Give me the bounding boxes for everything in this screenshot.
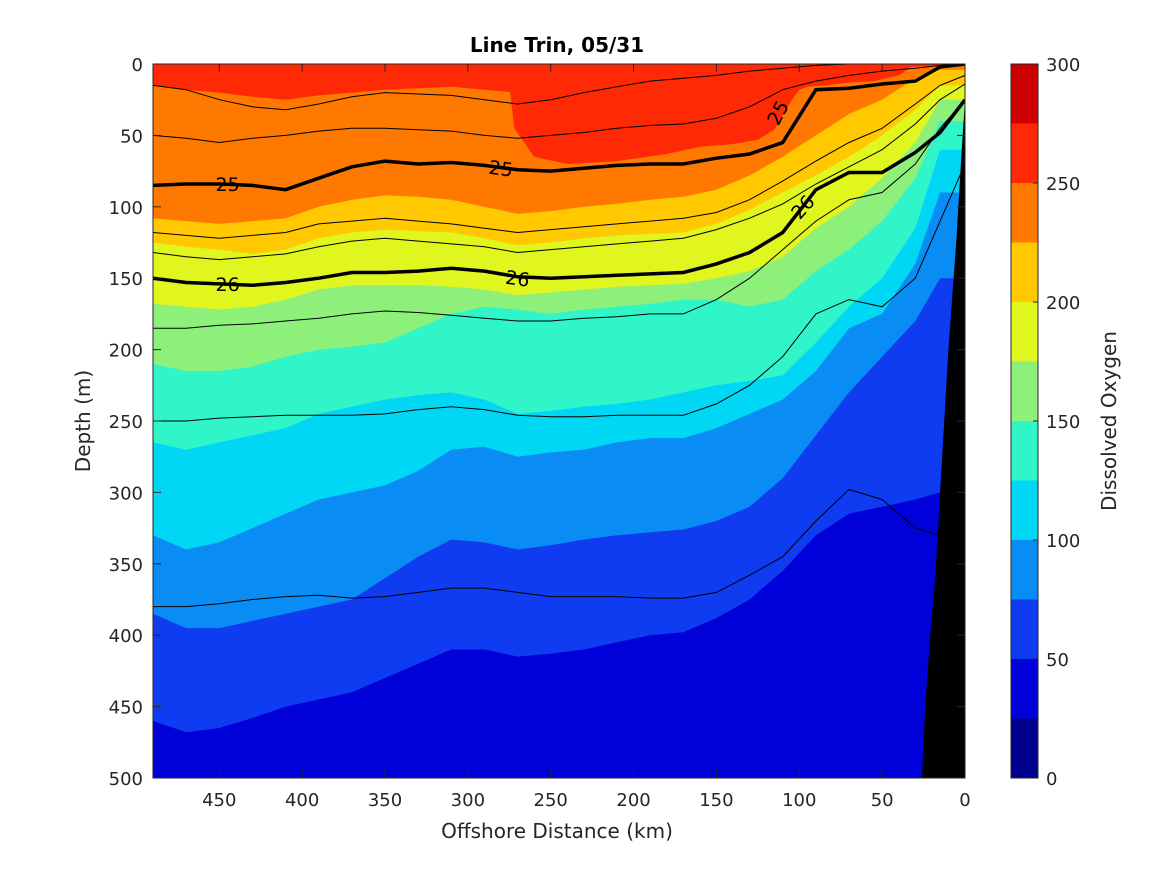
y-axis: 0 50 100 150 200 250 300 350 400 450 500 — [109, 55, 965, 790]
y-tick-label: 50 — [120, 126, 143, 147]
density-contour-thin-4 — [153, 99, 965, 329]
colorbar-tick-label: 250 — [1046, 174, 1080, 195]
colorbar-label: Dissolved Oxygen — [1097, 331, 1121, 511]
colorbar-segment-175 — [1011, 302, 1038, 362]
y-tick-label: 100 — [109, 198, 143, 219]
x-tick-label: 200 — [616, 790, 650, 811]
x-tick-label: 0 — [959, 790, 970, 811]
colorbar-segment-200 — [1011, 242, 1038, 302]
colorbar-tick-label: 200 — [1046, 293, 1080, 314]
contour-label-3: 26 — [216, 274, 240, 296]
contour-label-text: 26 — [504, 267, 531, 292]
x-tick-label: 450 — [202, 790, 236, 811]
density-contour-thin-2 — [153, 74, 965, 239]
x-tick-label: 250 — [534, 790, 568, 811]
y-tick-label: 150 — [109, 269, 143, 290]
y-tick-label: 450 — [109, 698, 143, 719]
x-tick-label: 100 — [782, 790, 816, 811]
y-tick-label: 300 — [109, 483, 143, 504]
density-contour-25 — [153, 64, 965, 192]
colorbar-segment-75 — [1011, 540, 1038, 600]
colorbar-segment-125 — [1011, 421, 1038, 481]
y-tick-label: 250 — [109, 412, 143, 433]
colorbar-segment-150 — [1011, 361, 1038, 421]
colorbar: 0 50 100 150 200 250 300 — [1010, 55, 1080, 790]
density-contour-thin-1 — [153, 64, 965, 144]
x-axis-title: Offshore Distance (km) — [441, 819, 673, 843]
seafloor — [921, 99, 965, 778]
colorbar-segment-0 — [1011, 718, 1038, 778]
density-contours — [153, 64, 965, 608]
colorbar-tick-label: 100 — [1046, 531, 1080, 552]
colorbar-tick-label: 300 — [1046, 55, 1080, 76]
bathymetry — [921, 99, 965, 778]
density-contour-26 — [153, 98, 965, 288]
colorbar-tick-label: 50 — [1046, 650, 1069, 671]
density-contour-thin-5 — [153, 163, 965, 422]
colorbar-tick-label: 0 — [1046, 769, 1057, 790]
density-contour-thin-3 — [153, 83, 965, 261]
colorbar-segment-225 — [1011, 183, 1038, 243]
x-axis: 450 400 350 300 250 200 150 100 50 0 — [202, 64, 971, 811]
contour-label-text: 26 — [216, 274, 240, 296]
colorbar-segment-250 — [1011, 123, 1038, 183]
density-contour-thin-6 — [153, 488, 965, 608]
oxygen-band-250-core — [509, 64, 916, 164]
contour-label-text: 25 — [487, 157, 514, 182]
colorbar-segment-50 — [1011, 599, 1038, 659]
chart-title: Line Trin, 05/31 — [470, 33, 644, 57]
contour-label-text: 25 — [216, 174, 240, 196]
y-tick-label: 500 — [109, 769, 143, 790]
colorbar-segment-100 — [1011, 480, 1038, 540]
colorbar-segment-275 — [1011, 64, 1038, 124]
x-tick-label: 150 — [699, 790, 733, 811]
x-tick-label: 400 — [285, 790, 319, 811]
x-tick-label: 300 — [451, 790, 485, 811]
x-tick-label: 350 — [368, 790, 402, 811]
y-tick-label: 350 — [109, 555, 143, 576]
y-tick-label: 0 — [132, 55, 143, 76]
contour-label-0: 25 — [216, 174, 240, 196]
contour-label-1: 25 — [487, 157, 514, 182]
y-tick-label: 200 — [109, 341, 143, 362]
y-tick-label: 400 — [109, 626, 143, 647]
colorbar-segment-25 — [1011, 659, 1038, 719]
x-tick-label: 50 — [871, 790, 894, 811]
colorbar-tick-label: 150 — [1046, 412, 1080, 433]
contour-label-4: 26 — [504, 267, 531, 292]
y-axis-title: Depth (m) — [71, 370, 95, 472]
